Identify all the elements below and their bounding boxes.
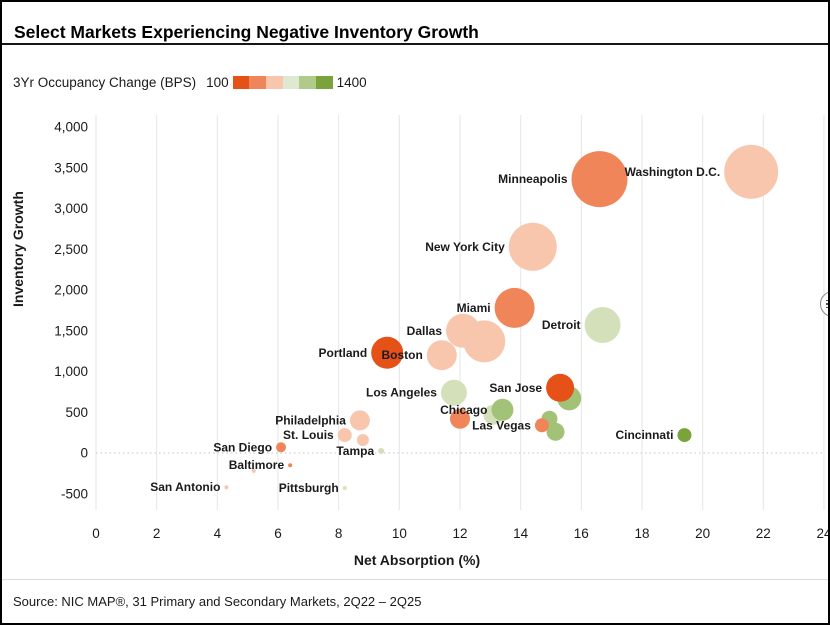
legend-color-block <box>232 75 250 89</box>
market-label: Portland <box>319 346 368 360</box>
bubble-unlabeled[interactable] <box>463 320 506 363</box>
legend-color-block <box>315 75 333 89</box>
x-tick-label: 0 <box>92 526 100 541</box>
market-label: Chicago <box>440 403 487 417</box>
market-label: Pittsburgh <box>279 481 339 495</box>
menu-line-icon <box>826 303 828 305</box>
y-tick-label: 1,000 <box>54 364 88 379</box>
x-tick-label: 14 <box>513 526 529 541</box>
bubble-unlabeled[interactable] <box>449 408 470 429</box>
market-label: Baltimore <box>229 458 285 472</box>
legend-color-block <box>265 75 283 89</box>
x-tick-label: 10 <box>392 526 407 541</box>
bubble-san-jose[interactable] <box>546 373 575 402</box>
title-divider <box>2 43 828 45</box>
market-label: Philadelphia <box>275 413 346 427</box>
legend-max-value: 1400 <box>336 74 367 90</box>
y-tick-label: 0 <box>80 446 88 461</box>
bubble-cincinnati[interactable] <box>677 428 692 443</box>
market-label: Tampa <box>336 444 374 458</box>
market-label: Cincinnati <box>615 428 673 442</box>
y-tick-label: 3,000 <box>54 201 88 216</box>
y-tick-label: 2,500 <box>54 242 88 257</box>
y-tick-label: 1,500 <box>54 323 88 338</box>
market-label: Boston <box>381 348 422 362</box>
source-note: Source: NIC MAP®, 31 Primary and Seconda… <box>13 594 422 609</box>
market-label: Dallas <box>407 324 443 338</box>
bubble-pittsburgh[interactable] <box>342 486 347 491</box>
menu-line-icon <box>826 299 828 302</box>
legend-min-value: 100 <box>206 74 229 90</box>
market-label: New York City <box>425 240 505 254</box>
market-label: Minneapolis <box>498 172 568 186</box>
bubble-unlabeled[interactable] <box>356 433 369 446</box>
footer-divider <box>2 579 828 580</box>
legend-color-block <box>299 75 316 89</box>
bubble-philadelphia[interactable] <box>349 410 370 431</box>
y-tick-label: 4,000 <box>54 120 88 135</box>
x-tick-label: 18 <box>634 526 649 541</box>
y-tick-label: 500 <box>65 405 88 420</box>
bubble-portland[interactable] <box>371 336 404 369</box>
market-label: San Jose <box>489 381 542 395</box>
market-label: San Antonio <box>150 480 220 494</box>
bubble-baltimore[interactable] <box>288 463 293 468</box>
bubble-los-angeles[interactable] <box>440 379 467 406</box>
x-tick-label: 12 <box>452 526 467 541</box>
bubble-new-york-city[interactable] <box>508 222 557 271</box>
bubble-las-vegas[interactable] <box>534 418 549 433</box>
market-label: Miami <box>457 301 491 315</box>
chart-title: Select Markets Experiencing Negative Inv… <box>14 22 479 42</box>
x-tick-label: 8 <box>335 526 343 541</box>
y-tick-label: -500 <box>61 486 88 501</box>
x-tick-label: 20 <box>695 526 710 541</box>
bubble-unlabeled[interactable] <box>546 422 565 441</box>
bubble-miami[interactable] <box>494 287 535 328</box>
x-tick-label: 24 <box>816 526 830 541</box>
market-label: St. Louis <box>283 428 334 442</box>
legend-label: 3Yr Occupancy Change (BPS) <box>13 74 197 90</box>
x-tick-label: 2 <box>153 526 161 541</box>
x-tick-label: 4 <box>214 526 222 541</box>
bubble-detroit[interactable] <box>584 307 621 344</box>
menu-line-icon <box>826 306 828 309</box>
market-label: Las Vegas <box>472 418 531 432</box>
color-legend: 3Yr Occupancy Change (BPS) 100 1400 <box>13 74 367 90</box>
market-label: Detroit <box>542 318 581 332</box>
market-label: Washington D.C. <box>625 165 721 179</box>
market-label: Los Angeles <box>366 386 437 400</box>
bubble-minneapolis[interactable] <box>571 151 628 208</box>
y-axis-title: Inventory Growth <box>10 191 26 307</box>
bubble-washington-d-c-[interactable] <box>724 144 779 199</box>
legend-color-strip <box>232 75 333 89</box>
legend-color-block <box>249 75 266 89</box>
bubble-chicago[interactable] <box>491 398 514 421</box>
x-tick-label: 16 <box>574 526 589 541</box>
bubble-unlabeled[interactable] <box>251 468 256 473</box>
market-label: San Diego <box>213 440 272 454</box>
x-axis-title: Net Absorption (%) <box>353 552 481 568</box>
y-tick-label: 3,500 <box>54 160 88 175</box>
x-tick-label: 22 <box>756 526 771 541</box>
y-tick-label: 2,000 <box>54 283 88 298</box>
bubble-boston[interactable] <box>426 340 457 371</box>
bubble-san-diego[interactable] <box>276 442 287 453</box>
bubble-tampa[interactable] <box>378 447 385 454</box>
legend-color-block <box>282 75 300 89</box>
bubble-san-antonio[interactable] <box>224 485 229 490</box>
bubble-st-louis[interactable] <box>337 428 352 443</box>
x-tick-label: 6 <box>274 526 282 541</box>
